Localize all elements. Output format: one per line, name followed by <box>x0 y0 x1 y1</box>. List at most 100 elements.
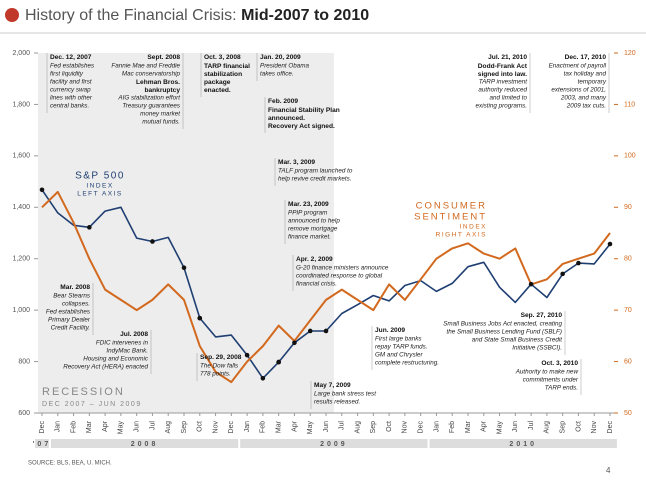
event-dot <box>87 225 92 230</box>
annotation-text: package <box>204 79 231 86</box>
x-tick-label: Jan <box>244 421 251 432</box>
annotation-text: Recovery Act signed. <box>268 123 335 130</box>
annotation-text: IndyMac Bank. <box>106 348 148 355</box>
annotation-text: Bear Stearns <box>53 293 91 300</box>
year-band <box>35 439 49 448</box>
annotation-text: takes office. <box>260 71 294 78</box>
annotation-text: TARP ends. <box>545 385 578 392</box>
x-tick-label: Jan <box>433 421 440 432</box>
title-bold: Mid-2007 to 2010 <box>241 7 369 24</box>
series-sub: INDEX <box>86 183 113 190</box>
annotation-text: Fannie Mae and Freddie <box>111 63 180 70</box>
y2-tick-label: 70 <box>624 307 632 314</box>
x-tick-label: Oct <box>575 421 582 432</box>
event-dot <box>276 359 281 365</box>
y2-tick-label: 80 <box>624 256 632 263</box>
x-tick-label: Jun <box>134 421 141 432</box>
x-tick-label: Mar <box>276 420 283 433</box>
y2-tick-label: 90 <box>624 204 632 211</box>
annotation-text: Recovery Act (HERA) enacted <box>63 364 148 371</box>
page-number: 4 <box>606 466 611 475</box>
year-band <box>240 439 428 448</box>
y2-tick-label: 120 <box>624 50 636 57</box>
series-sub: LEFT AXIS <box>77 191 123 198</box>
x-tick-label: Dec <box>228 421 235 434</box>
x-tick-label: Feb <box>449 421 456 433</box>
annotation-text: financial crisis. <box>296 281 337 288</box>
annotation-date: Feb. 2009 <box>268 98 298 105</box>
x-tick-label: Jul <box>339 421 346 430</box>
annotation-text: President Obama <box>260 63 309 70</box>
chart-title: History of the Financial Crisis: Mid-200… <box>25 7 369 24</box>
x-tick-label: Feb <box>70 421 77 433</box>
annotation-date: Oct. 3, 2010 <box>541 360 578 367</box>
x-tick-label: May <box>496 421 503 435</box>
annotation-date: Jul. 2008 <box>120 331 148 338</box>
annotation-date: Sept. 2008 <box>147 54 180 61</box>
x-tick-label: May <box>307 421 314 435</box>
year-band <box>50 439 239 448</box>
x-tick-label: Nov <box>591 421 598 434</box>
annotation-text: Lehman Bros. <box>136 79 180 86</box>
x-tick-label: Apr <box>102 420 109 432</box>
y-tick-label: 1,600 <box>12 153 30 160</box>
annotation-text: temporary <box>578 79 607 86</box>
annotation-text: 778 points. <box>200 371 231 378</box>
recession-shade <box>38 53 334 413</box>
series-sub: INDEX <box>460 224 487 231</box>
annotation-text: stabilization <box>204 71 242 78</box>
x-tick-label: Mar <box>465 420 472 433</box>
annotation-text: complete restructuring. <box>375 360 439 367</box>
y-tick-label: 600 <box>18 410 30 417</box>
event-dot <box>576 260 581 266</box>
year-label: '07 <box>33 441 51 448</box>
annotation-text: First large banks <box>375 336 422 343</box>
event-dot <box>560 271 565 277</box>
annotation-text: TARP investment <box>479 79 528 86</box>
annotation-text: FDIC intervenes in <box>96 340 149 347</box>
x-tick-label: Aug <box>544 421 551 434</box>
recession-range: DEC 2007 – JUN 2009 <box>42 401 142 408</box>
annotation-text: remove mortgage <box>288 226 338 233</box>
annotation-text: first liquidity <box>50 71 84 78</box>
annotation-date: Oct. 3, 2008 <box>204 54 241 61</box>
annotation-text: repay TARP funds. <box>375 344 428 351</box>
x-tick-label: Oct <box>197 421 204 432</box>
annotation-text: GM and Chrysler <box>375 352 423 359</box>
annotation-date: Apr. 2, 2009 <box>296 256 333 263</box>
annotation-text: PPIP program <box>288 210 327 217</box>
annotation-text: and limited to <box>490 95 528 102</box>
x-tick-label: Apr <box>481 420 488 432</box>
annotation-date: Mar. 3, 2009 <box>278 159 315 166</box>
annotation-text: collapses. <box>62 301 90 308</box>
annotation-text: Authority to make new <box>515 369 579 376</box>
x-tick-label: Feb <box>260 421 267 433</box>
event-dot <box>292 340 297 346</box>
x-tick-label: Nov <box>212 421 219 434</box>
annotation-text: commitments under <box>523 377 579 384</box>
x-tick-label: Dec <box>607 421 614 434</box>
annotation-text: AIG stabilization effort <box>117 95 180 102</box>
annotation-date: Jul. 21, 2010 <box>488 54 527 61</box>
x-tick-label: Sep <box>370 421 377 434</box>
x-tick-label: Dec <box>39 421 46 434</box>
series-line <box>41 190 611 384</box>
annotation-text: enacted. <box>204 87 231 94</box>
y-tick-label: 1,400 <box>12 204 30 211</box>
annotation-text: Dodd-Frank Act <box>478 63 528 70</box>
annotation-date: Mar. 2008 <box>60 284 90 291</box>
y-tick-label: 2,000 <box>12 50 30 57</box>
y-tick-label: 1,000 <box>12 307 30 314</box>
y2-tick-label: 50 <box>624 410 632 417</box>
x-tick-label: May <box>118 421 125 435</box>
annotation-text: money market <box>140 111 180 118</box>
x-tick-label: Jun <box>512 421 519 432</box>
annotation-text: results released. <box>314 399 360 406</box>
annotation-text: Housing and Economic <box>83 356 149 363</box>
annotation-text: Enactment of payroll <box>549 63 607 70</box>
annotation-text: existing programs. <box>476 103 527 110</box>
recession-title: RECESSION <box>42 386 125 398</box>
event-dot <box>244 352 250 358</box>
event-dot <box>197 315 203 321</box>
annotation-text: announced to help <box>288 218 340 225</box>
